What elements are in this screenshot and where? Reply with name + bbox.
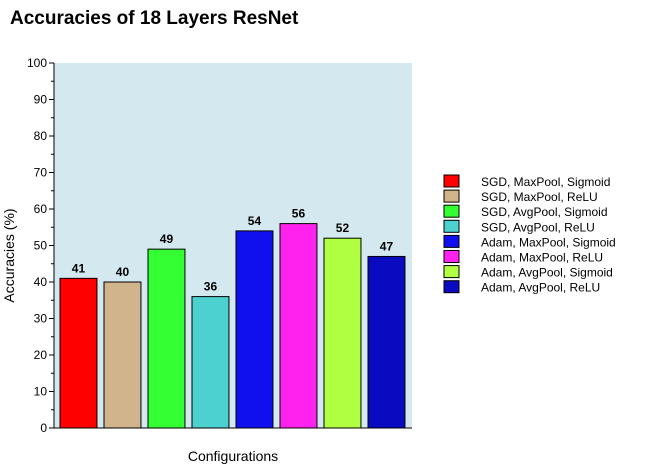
legend-label: Adam, AvgPool, ReLU bbox=[481, 281, 600, 295]
bar-value-label: 41 bbox=[72, 261, 86, 275]
y-tick-label: 40 bbox=[34, 275, 48, 289]
legend-label: SGD, AvgPool, ReLU bbox=[481, 220, 595, 234]
legend-swatch bbox=[443, 204, 460, 218]
y-tick-label: 90 bbox=[34, 93, 48, 107]
legend-label: SGD, MaxPool, ReLU bbox=[481, 190, 598, 204]
bar-value-label: 54 bbox=[248, 214, 262, 228]
bar-value-label: 49 bbox=[160, 232, 174, 246]
bar bbox=[59, 277, 98, 429]
bar bbox=[323, 237, 362, 429]
y-tick-label: 30 bbox=[34, 312, 48, 326]
y-tick-label: 0 bbox=[40, 421, 47, 435]
y-tick-label: 50 bbox=[34, 239, 48, 253]
y-tick-label: 60 bbox=[34, 202, 48, 216]
y-tick-label: 80 bbox=[34, 129, 48, 143]
bar-value-label: 52 bbox=[336, 221, 350, 235]
bar-value-label: 36 bbox=[204, 280, 218, 294]
legend-label: Adam, AvgPool, Sigmoid bbox=[481, 266, 613, 280]
bar-value-label: 47 bbox=[380, 239, 394, 253]
y-tick-label: 100 bbox=[27, 56, 47, 70]
legend-swatch bbox=[443, 234, 460, 248]
bar-value-label: 40 bbox=[116, 265, 130, 279]
legend-swatch bbox=[443, 250, 460, 263]
legend-label: SGD, MaxPool, Sigmoid bbox=[481, 175, 610, 189]
bar bbox=[103, 281, 142, 429]
bar bbox=[147, 248, 186, 429]
legend-swatch bbox=[443, 219, 460, 233]
legend-swatch bbox=[443, 189, 460, 203]
legend-swatch bbox=[443, 174, 460, 188]
y-axis-label: Accuracies (%) bbox=[1, 208, 17, 302]
y-tick-label: 20 bbox=[34, 348, 48, 362]
legend-label: Adam, MaxPool, ReLU bbox=[481, 251, 603, 265]
x-axis-label: Configurations bbox=[188, 448, 278, 464]
chart-title: Accuracies of 18 Layers ResNet bbox=[10, 8, 299, 29]
y-tick-label: 10 bbox=[34, 385, 48, 399]
legend-swatch bbox=[443, 265, 460, 279]
bar bbox=[191, 296, 230, 429]
y-tick-label: 70 bbox=[34, 166, 48, 180]
legend-label: Adam, MaxPool, Sigmoid bbox=[481, 235, 616, 249]
bar bbox=[367, 255, 406, 429]
bar bbox=[279, 223, 318, 429]
y-axis: 0 10 20 30 40 50 60 70 80 90 100 bbox=[27, 56, 412, 435]
bar-value-label: 56 bbox=[292, 207, 306, 221]
legend-swatch bbox=[443, 280, 460, 294]
bars bbox=[59, 223, 406, 429]
legend-label: SGD, AvgPool, Sigmoid bbox=[481, 205, 608, 219]
data-labels: 41 40 49 36 54 56 52 47 bbox=[72, 207, 394, 294]
bar bbox=[235, 230, 274, 429]
